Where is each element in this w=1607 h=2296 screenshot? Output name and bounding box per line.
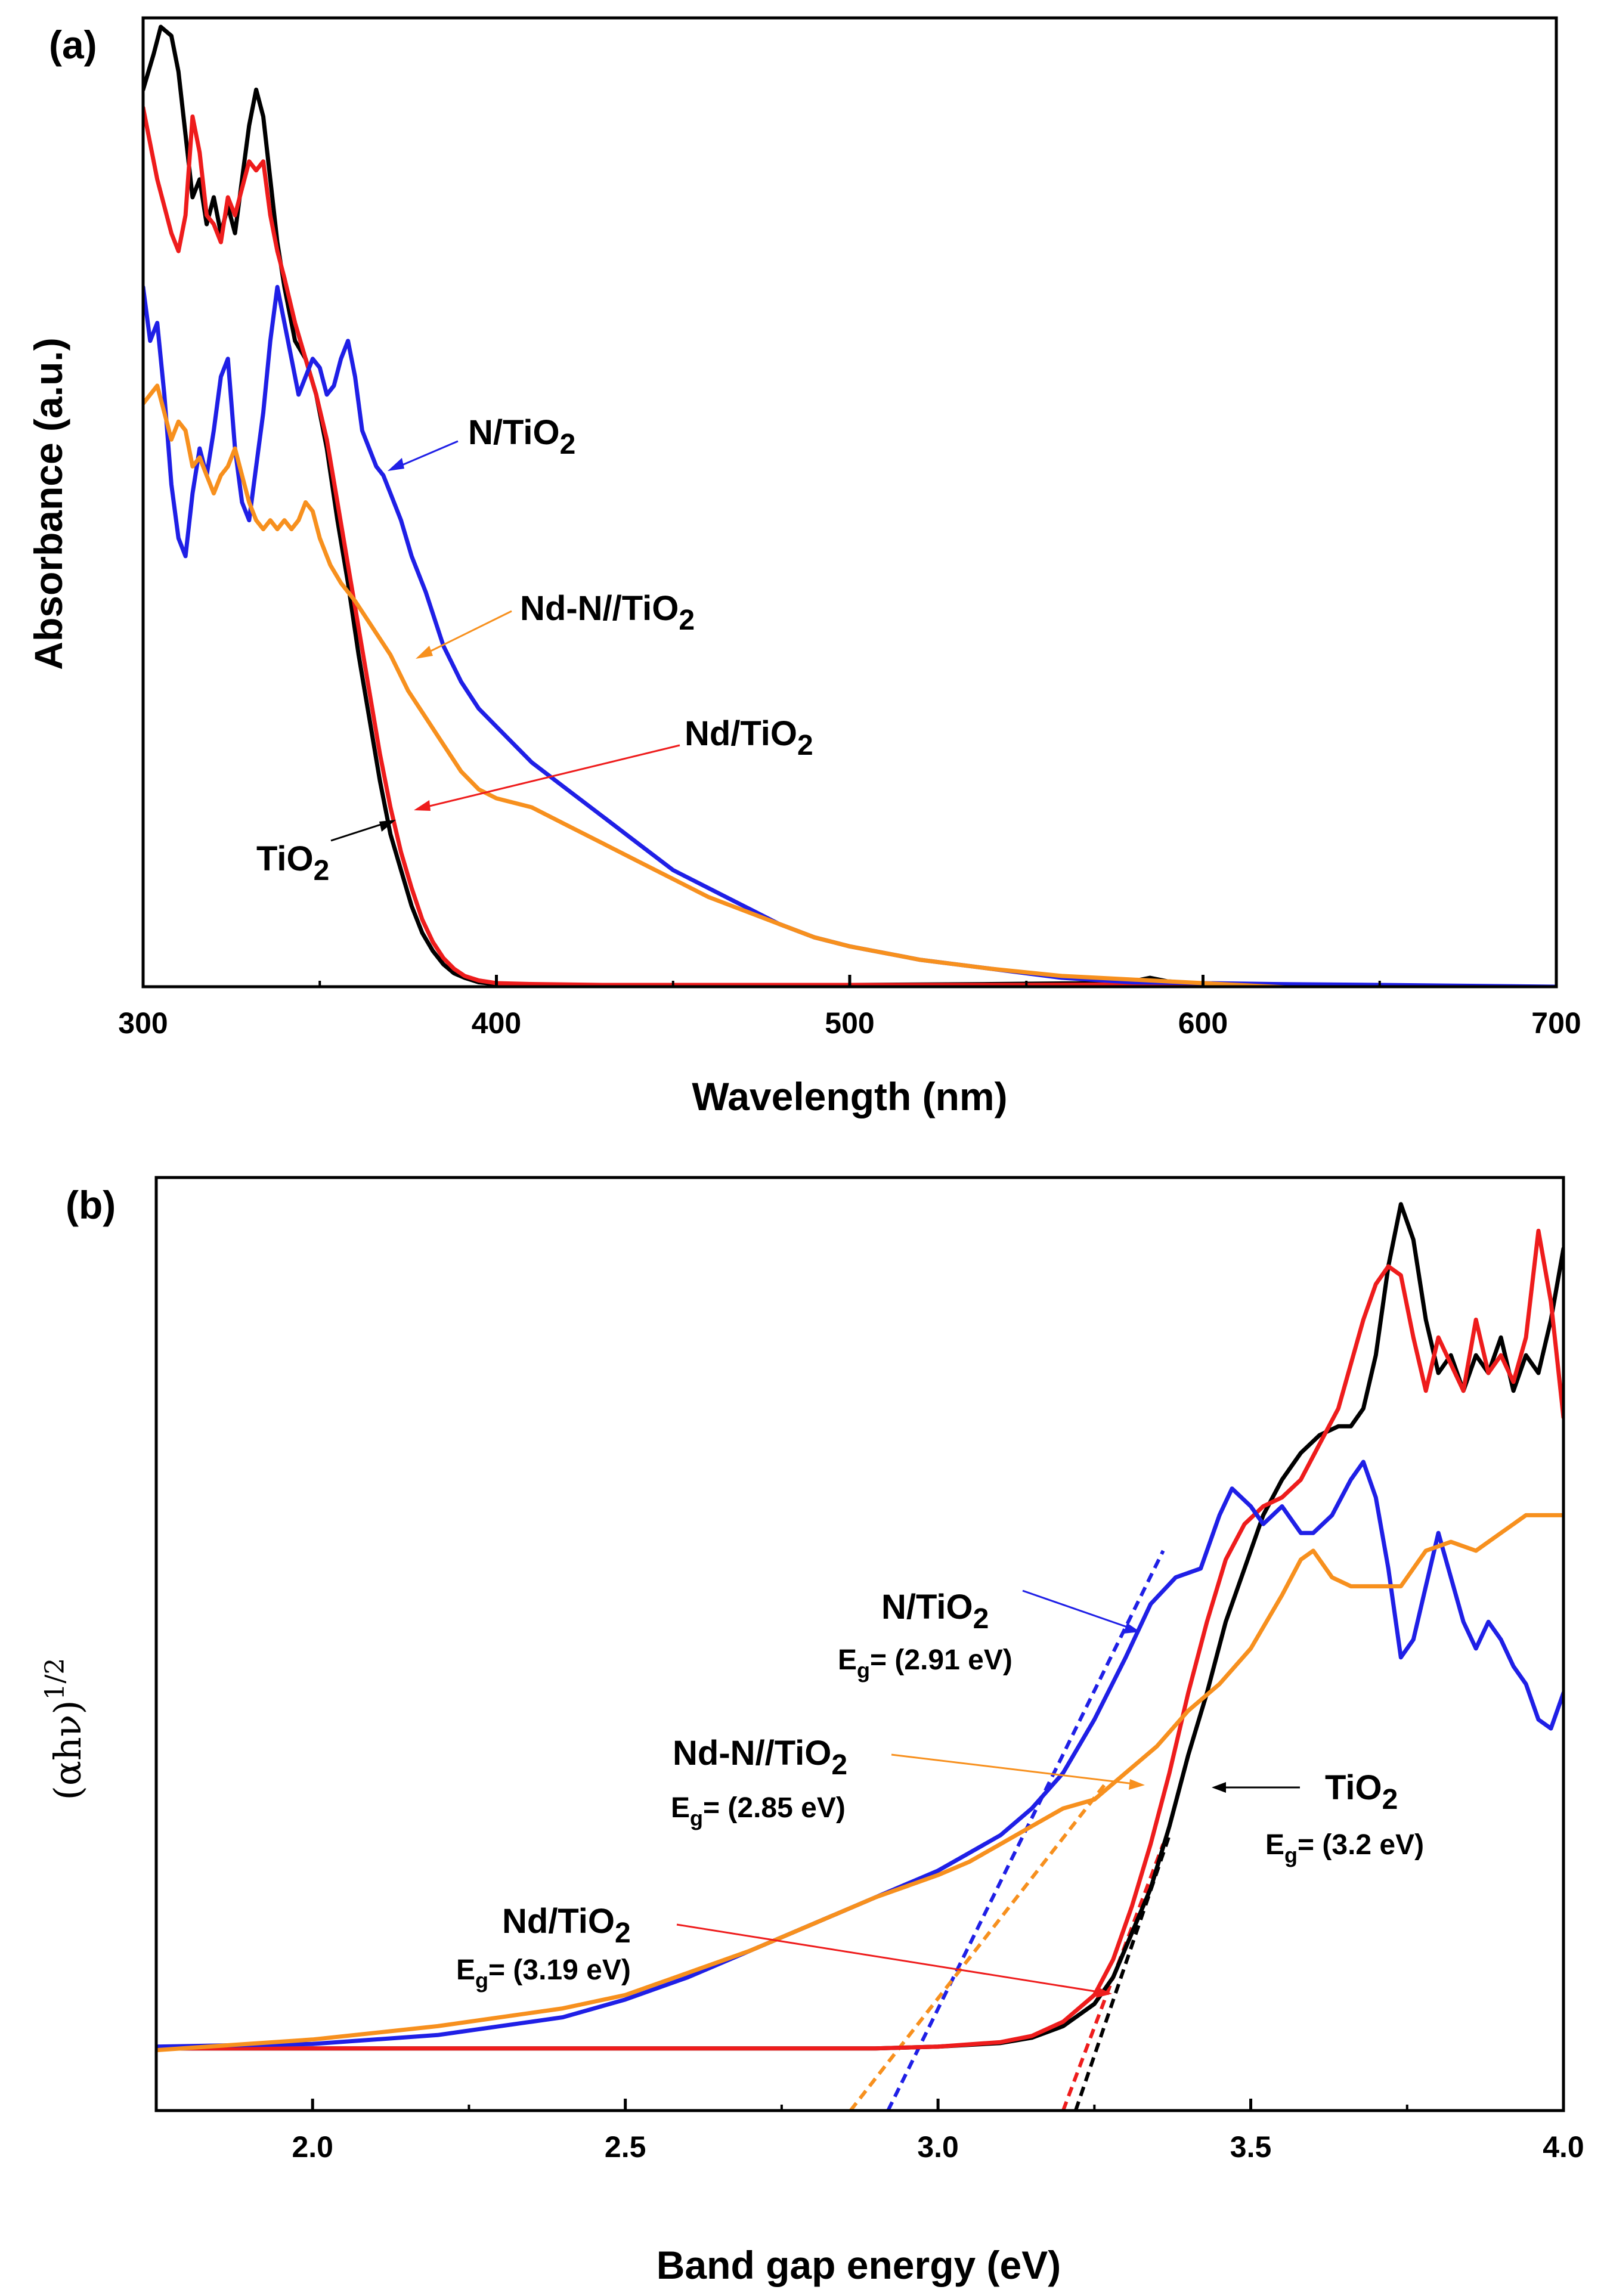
panel-a-x-tick-label-3: 600: [1178, 1006, 1228, 1040]
panel-a-label: (a): [49, 23, 97, 67]
annotation-b-n-tio2-label: N/TiO2: [881, 1588, 989, 1635]
panel-b-x-tick-label-3: 3.5: [1230, 2130, 1272, 2164]
panel-a-series-nd-tio2: [143, 106, 1422, 987]
annotation-b-tio2-eg: Eg= (3.2 eV): [1265, 1829, 1424, 1867]
panel-a-x-tick-label-1: 400: [472, 1006, 521, 1040]
panel-a-x-tick-label-0: 300: [118, 1006, 168, 1040]
annotation-a-nd-n-tio2-label: Nd-N//TiO2: [520, 589, 695, 636]
annotation-b-nd-tio2-arrow: [676, 1923, 1107, 1994]
panel-b: (b) 2.0 2.5 3.0 3.5 4.0 Band gap energy (eV)…: [40, 1176, 1584, 2287]
annotation-b-nd-tio2-label: Nd/TiO2: [502, 1902, 631, 1949]
annotation-b-nd-n-tio2: Nd-N//TiO2 Eg= (2.85 eV): [671, 1734, 1145, 1830]
panel-b-series-n-tio2: [156, 1460, 1563, 2049]
panel-b-x-tick-label-2: 3.0: [917, 2130, 959, 2164]
annotation-b-nd-n-tio2-arrow: [891, 1753, 1140, 1786]
annotation-a-n-tio2: N/TiO2: [388, 413, 575, 471]
panel-b-x-axis-label: Band gap energy (eV): [657, 2243, 1061, 2287]
annotation-a-nd-n-tio2: Nd-N//TiO2: [416, 589, 695, 659]
annotation-b-n-tio2-eg: Eg= (2.91 eV): [838, 1644, 1012, 1683]
panel-b-series-nd-n-tio2: [156, 1513, 1563, 2053]
annotation-a-nd-tio2-label: Nd/TiO2: [685, 714, 813, 761]
panel-b-y-axis-label: (αhν)1/2: [40, 1658, 89, 1801]
panel-a: (a) 300 400 500 600 700 Wavelength (nm) Abso…: [26, 16, 1581, 1118]
annotation-a-nd-n-tio2-arrow: [420, 610, 512, 657]
annotation-a-n-tio2-arrowhead: [388, 458, 404, 471]
annotation-b-tio2-label: TiO2: [1325, 1768, 1398, 1815]
panel-b-series-tio2: [156, 1202, 1563, 2051]
panel-b-series-nd-tio2: [156, 1228, 1563, 2051]
panel-a-x-tick-label-2: 500: [825, 1006, 874, 1040]
annotation-a-nd-tio2-arrowhead: [414, 800, 431, 811]
panel-a-x-axis-label: Wavelength (nm): [692, 1074, 1007, 1118]
annotation-b-nd-n-tio2-eg: Eg= (2.85 eV): [671, 1792, 846, 1830]
panel-a-x-ticks: 300 400 500 600 700: [118, 975, 1581, 1040]
annotation-a-tio2-label: TiO2: [256, 839, 329, 887]
annotation-b-tio2-arrowhead: [1212, 1782, 1226, 1793]
panel-a-series-tio2: [143, 24, 1324, 987]
annotation-a-nd-tio2: Nd/TiO2: [414, 714, 813, 811]
annotation-a-nd-tio2-arrow: [419, 744, 680, 810]
panel-b-fit-line-tio2: [1074, 1834, 1172, 2111]
annotation-b-nd-tio2-eg: Eg= (3.19 eV): [456, 1954, 631, 1993]
annotation-b-tio2: TiO2 Eg= (3.2 eV): [1212, 1768, 1424, 1867]
annotation-a-n-tio2-label: N/TiO2: [468, 413, 575, 460]
panel-a-frame: [141, 16, 1558, 989]
panel-b-y-axis-label-text: (αhν)1/2: [40, 1658, 89, 1801]
panel-a-y-axis-label: Absorbance (a.u.): [26, 337, 70, 670]
panel-a-series-nd-n-tio2: [143, 383, 1318, 987]
panel-a-plot-area: [143, 24, 1556, 987]
annotation-a-tio2: TiO2: [256, 820, 396, 887]
annotation-b-nd-n-tio2-label: Nd-N//TiO2: [673, 1734, 847, 1781]
panel-b-x-tick-label-0: 2.0: [292, 2130, 333, 2164]
panel-a-x-tick-label-4: 700: [1531, 1006, 1581, 1040]
panel-b-label: (b): [66, 1183, 116, 1227]
panel-b-x-ticks: 2.0 2.5 3.0 3.5 4.0: [155, 2099, 1584, 2164]
annotation-b-n-tio2-arrow: [1022, 1589, 1135, 1631]
annotation-b-nd-n-tio2-arrowhead: [1129, 1779, 1145, 1790]
panel-b-fit-line-nd-n-tio2: [849, 1780, 1109, 2111]
annotation-b-nd-tio2-arrowhead: [1096, 1987, 1112, 1998]
panel-b-frame: [154, 1176, 1565, 2112]
panel-b-x-tick-label-1: 2.5: [605, 2130, 646, 2164]
annotation-b-nd-tio2: Nd/TiO2 Eg= (3.19 eV): [456, 1902, 1112, 1998]
annotation-a-nd-n-tio2-arrowhead: [416, 646, 433, 659]
annotation-a-tio2-arrowhead: [379, 820, 396, 832]
annotation-b-n-tio2-arrowhead: [1123, 1623, 1140, 1634]
annotation-b-n-tio2: N/TiO2 Eg= (2.91 eV): [838, 1588, 1140, 1683]
panel-b-x-tick-label-4: 4.0: [1543, 2130, 1584, 2164]
panel-b-plot-area: [156, 1202, 1563, 2111]
